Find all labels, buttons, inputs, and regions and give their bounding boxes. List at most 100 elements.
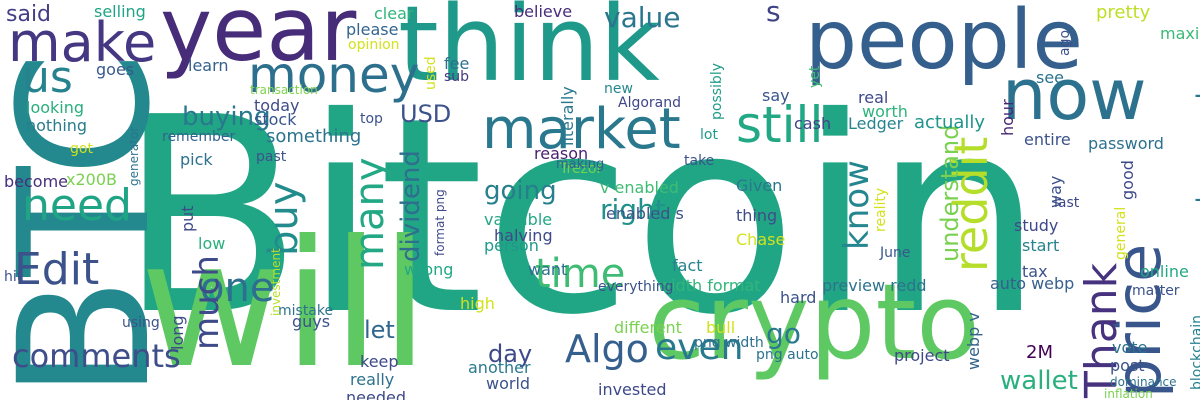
word-think: think: [398, 0, 660, 105]
word-year: year: [160, 0, 357, 81]
word-take: take: [684, 153, 715, 169]
word-say: say: [762, 86, 790, 105]
word-keep: keep: [360, 352, 399, 371]
word-algo: Algo: [565, 327, 649, 371]
word-cash: cash: [794, 114, 832, 133]
word-clear: clear: [374, 4, 414, 23]
word-make: make: [8, 11, 157, 74]
word-hard: hard: [780, 288, 817, 307]
word-password: password: [1088, 134, 1164, 153]
word-dividend: dividend: [396, 150, 426, 262]
word-hit: hit: [4, 269, 23, 285]
word-top: top: [360, 111, 383, 127]
word-invested: invested: [598, 380, 667, 399]
word-last: last: [1054, 195, 1080, 211]
word-format-png: format png: [433, 189, 447, 256]
word-learn: learn: [188, 56, 229, 75]
word-preview-redd: preview redd: [822, 276, 927, 295]
word-become: become: [4, 172, 69, 191]
word-generator: generator: [127, 126, 141, 186]
word-got: got: [70, 141, 93, 157]
word-start: start: [1022, 236, 1060, 255]
word-v-enabled: v enabled: [600, 178, 679, 197]
word-halving: halving: [494, 226, 553, 245]
word-money: money: [248, 46, 420, 104]
word-right: right: [600, 193, 666, 226]
word-long: long: [168, 315, 187, 350]
word-today: today: [254, 96, 300, 115]
word-low: low: [198, 234, 226, 253]
word-market: market: [482, 97, 681, 162]
word-time: time: [535, 251, 626, 297]
word-even: even: [655, 327, 744, 368]
word-high: high: [460, 294, 495, 313]
word-something: something: [266, 126, 362, 147]
word-person: person: [484, 236, 539, 255]
word-really: really: [350, 370, 395, 389]
word-understand: understand: [936, 124, 964, 262]
word-looking: looking: [26, 98, 85, 117]
word-wallet: wallet: [1000, 366, 1078, 396]
word-vote: vote: [1112, 338, 1148, 357]
word-bitcoin: Bitcoin: [118, 59, 1044, 374]
word-png-width: png width: [694, 335, 764, 351]
word-said: said: [6, 2, 52, 27]
word-valuable: valuable: [484, 210, 553, 229]
word-much: much: [187, 255, 227, 350]
word-general: general: [1113, 206, 1129, 260]
word-nothing: nothing: [26, 116, 88, 135]
word-thing: thing: [736, 206, 778, 225]
word-enabled-s: enabled s: [606, 204, 684, 223]
word-guys: guys: [292, 312, 331, 331]
word-real: real: [858, 88, 889, 107]
word-will: will: [140, 204, 429, 400]
word-want: want: [528, 260, 568, 279]
word-new: new: [604, 81, 633, 97]
word-good: good: [1118, 160, 1137, 200]
word-s: s: [766, 0, 781, 28]
word-june: June: [880, 245, 911, 261]
word-need: need: [22, 180, 132, 231]
word-remember: remember: [162, 129, 236, 145]
word-worth: worth: [862, 102, 908, 121]
word-world: world: [486, 374, 531, 393]
word-lot: lot: [700, 127, 718, 143]
word-people: people: [805, 0, 1083, 88]
word-stock: stock: [254, 110, 297, 129]
word-possibly: possibly: [709, 63, 725, 120]
word-crypto: crypto: [648, 261, 980, 383]
word-fee: fee: [444, 54, 470, 73]
word-needed: needed: [346, 388, 406, 400]
word-chase: Chase: [736, 230, 786, 249]
word-making: making: [556, 157, 605, 172]
word-many: many: [347, 157, 393, 271]
word-trezor: Trezor: [560, 161, 603, 177]
word-algorand: Algorand: [618, 95, 682, 111]
word-please: please: [346, 20, 399, 39]
word-put: put: [178, 205, 197, 232]
word-tax: tax: [1022, 262, 1048, 281]
word-mistake: mistake: [278, 303, 334, 319]
word-day: day: [488, 340, 533, 368]
word-literally: literally: [558, 86, 577, 146]
word-us: us: [22, 52, 73, 103]
word-buying: buying: [182, 102, 271, 132]
word-past: past: [256, 149, 287, 165]
word-made-enough: made enough: [1192, 83, 1200, 250]
word-ledger: Ledger: [848, 114, 904, 133]
word-another: another: [468, 358, 531, 377]
word-investment: investment: [269, 248, 283, 316]
word-comments: comments: [12, 337, 181, 375]
word-maxi: maxi: [1160, 24, 1200, 43]
word-post: post: [1110, 356, 1145, 375]
word-know: know: [837, 160, 877, 250]
word-usd: USD: [400, 100, 452, 128]
word-dominance: dominance: [1110, 375, 1177, 389]
word-width-format: width format: [658, 276, 761, 295]
word-value: value: [604, 1, 681, 34]
word-selling: selling: [94, 2, 146, 21]
word-ago: ago: [1057, 29, 1073, 56]
word-going: going: [484, 176, 557, 206]
word-now: now: [1002, 54, 1147, 136]
